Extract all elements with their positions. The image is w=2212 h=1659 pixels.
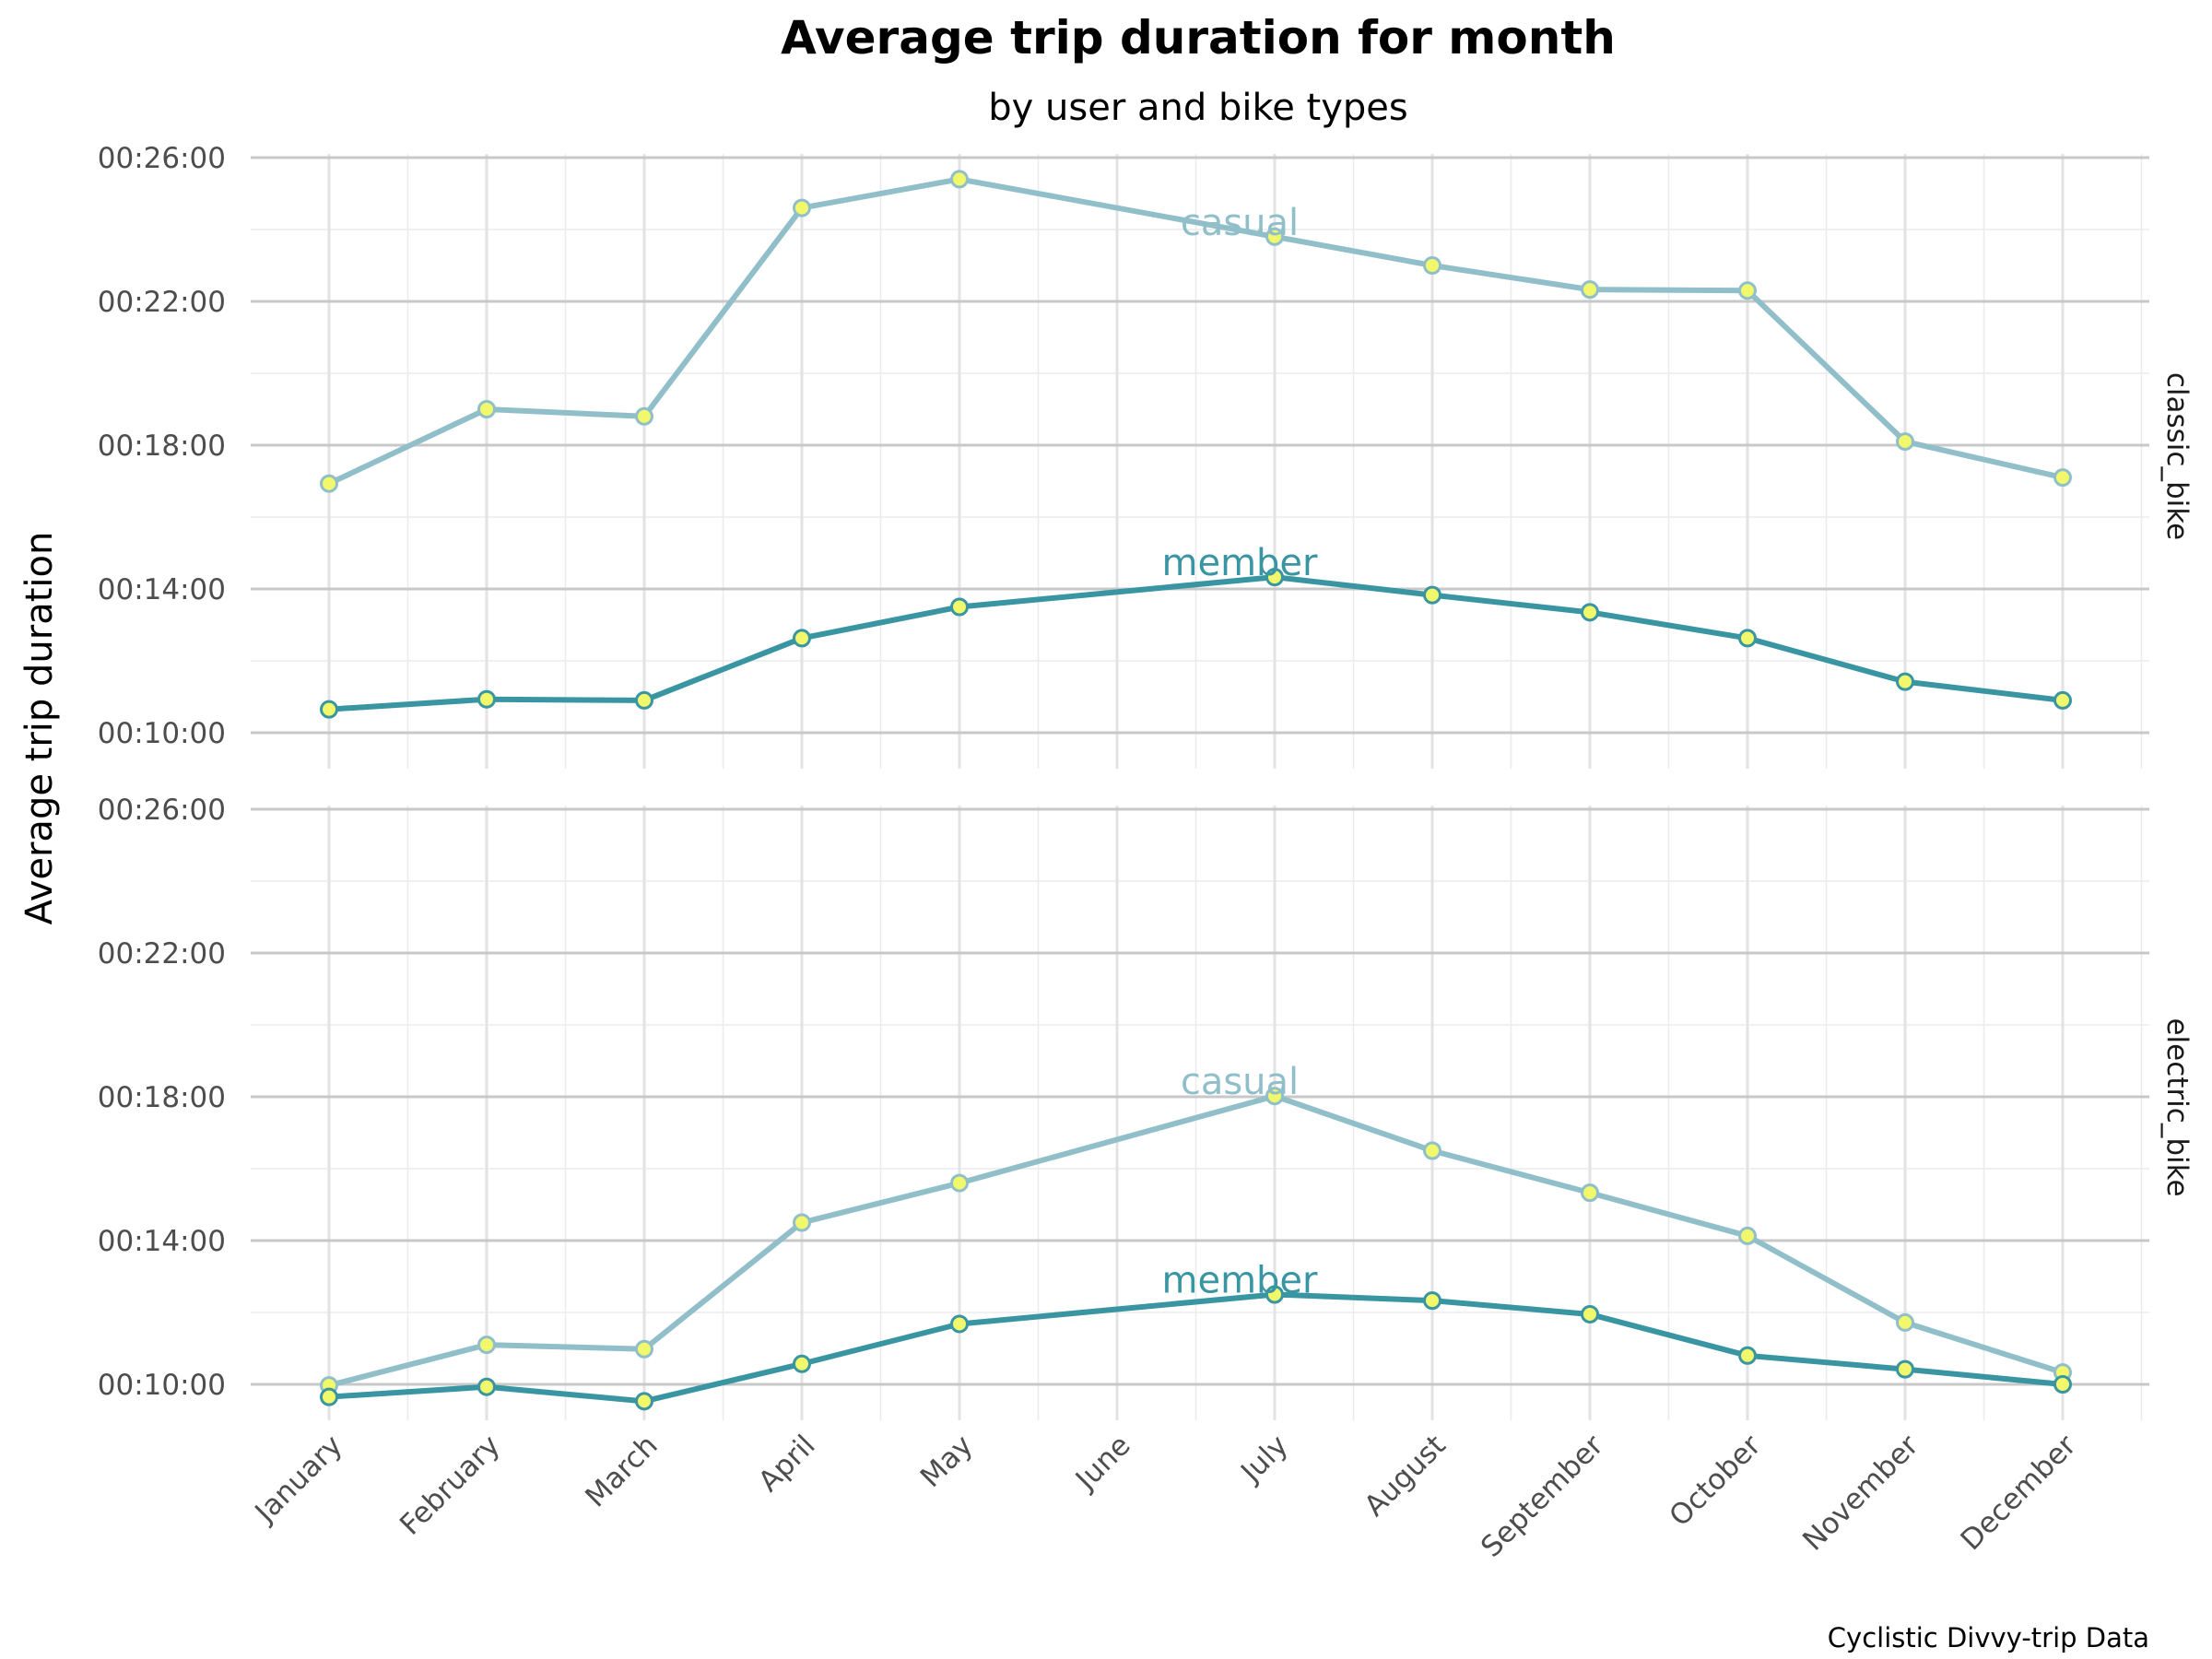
data-point-member: [1896, 672, 1914, 691]
data-point-casual: [1896, 432, 1914, 452]
data-point-member: [793, 1354, 811, 1373]
data-point-member: [1581, 1304, 1599, 1324]
x-tick-label: November: [1796, 1429, 1925, 1558]
y-tick-label: 00:14:00: [98, 1225, 226, 1258]
series-layer: [320, 170, 2072, 1411]
facet-strip-label: electric_bike: [2160, 1018, 2194, 1196]
x-tick-label: July: [1233, 1429, 1294, 1489]
data-point-casual: [1896, 1312, 1914, 1332]
x-tick-label: January: [248, 1429, 349, 1530]
y-tick-label: 00:26:00: [98, 794, 226, 827]
data-point-member: [950, 1314, 969, 1334]
data-point-casual: [950, 170, 969, 189]
data-point-member: [477, 689, 496, 709]
x-tick-label: May: [914, 1429, 980, 1494]
data-point-casual: [1423, 256, 1441, 275]
y-tick-label: 00:18:00: [98, 1081, 226, 1114]
chart-subtitle: by user and bike types: [988, 87, 1407, 129]
data-point-member: [1738, 629, 1757, 648]
text-layer: Average trip duration for month by user …: [18, 11, 2194, 1653]
data-point-member: [2053, 690, 2072, 710]
y-tick-label: 00:10:00: [98, 717, 226, 750]
x-tick-label: April: [752, 1429, 822, 1499]
data-point-member: [1265, 1285, 1284, 1304]
y-tick-label: 00:22:00: [98, 937, 226, 971]
data-point-member: [635, 1392, 653, 1411]
data-point-casual: [1581, 280, 1599, 300]
data-point-casual: [950, 1173, 969, 1193]
series-label-casual: casual: [1181, 202, 1299, 244]
data-point-member: [477, 1377, 496, 1396]
data-point-casual: [635, 1339, 653, 1359]
facet-strip-label: classic_bike: [2160, 372, 2194, 540]
data-point-member: [1738, 1346, 1757, 1365]
caption: Cyclistic Divvy-trip Data: [1828, 1622, 2149, 1653]
grid-layer: [251, 154, 2149, 1420]
y-axis-label: Average trip duration: [18, 532, 61, 925]
y-tick-label: 00:14:00: [98, 573, 226, 606]
x-tick-label: March: [579, 1429, 664, 1513]
data-point-casual: [1738, 281, 1757, 300]
data-point-casual: [320, 474, 338, 493]
y-tick-label: 00:26:00: [98, 142, 226, 175]
chart-title: Average trip duration for month: [781, 11, 1616, 65]
data-point-member: [1265, 568, 1284, 587]
data-point-casual: [1581, 1183, 1599, 1203]
data-point-casual: [793, 198, 811, 218]
x-tick-label: September: [1475, 1429, 1610, 1564]
data-point-casual: [635, 406, 653, 426]
data-point-member: [793, 629, 811, 648]
x-tick-label: October: [1663, 1429, 1767, 1533]
data-point-casual: [477, 1335, 496, 1355]
data-point-casual: [793, 1213, 811, 1232]
data-point-casual: [1423, 1141, 1441, 1160]
x-tick-label: December: [1955, 1429, 2083, 1557]
data-point-member: [1423, 1291, 1441, 1311]
data-point-member: [320, 700, 338, 719]
data-point-casual: [1738, 1226, 1757, 1245]
x-tick-label: June: [1068, 1429, 1137, 1498]
data-point-member: [320, 1387, 338, 1406]
data-point-member: [635, 690, 653, 710]
y-tick-label: 00:18:00: [98, 429, 226, 463]
data-point-member: [1423, 585, 1441, 605]
y-tick-label: 00:22:00: [98, 286, 226, 319]
series-label-member: member: [1162, 542, 1319, 584]
data-point-member: [950, 597, 969, 617]
data-point-casual: [1265, 1087, 1284, 1106]
data-point-casual: [1265, 227, 1284, 246]
data-point-casual: [2053, 468, 2072, 488]
data-point-member: [2053, 1375, 2072, 1394]
data-point-member: [1581, 603, 1599, 622]
data-point-member: [1896, 1359, 1914, 1379]
x-tick-label: August: [1358, 1429, 1452, 1523]
x-tick-label: February: [394, 1429, 507, 1542]
y-tick-label: 00:10:00: [98, 1369, 226, 1402]
series-label-casual: casual: [1181, 1061, 1299, 1103]
data-point-casual: [477, 400, 496, 418]
series-label-member: member: [1162, 1260, 1319, 1302]
